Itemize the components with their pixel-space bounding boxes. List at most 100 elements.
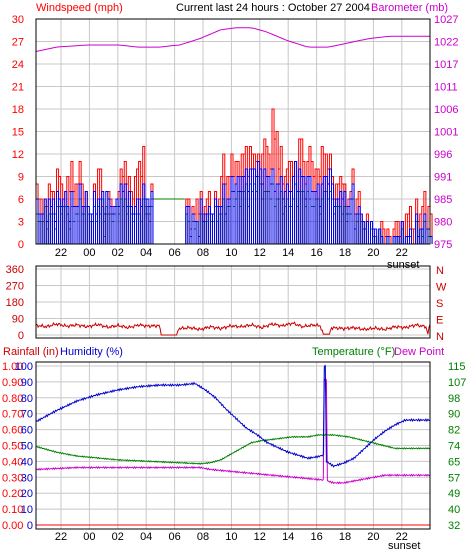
weather-time-tick-label: 02 — [112, 531, 124, 543]
wind-plot-frame — [35, 18, 431, 245]
direction-tick-label: 0 — [18, 330, 24, 342]
rainfall-tick-label: 0.80 — [2, 393, 23, 405]
barometer-axis-title: Barometer (mb) — [371, 2, 448, 14]
windspeed-tick-label: 15 — [12, 127, 24, 139]
barometer-tick-label: 985 — [434, 194, 452, 206]
weather-time-tick-labels: 22 00 02 04 06 08 10 12 14 16 18 20 22 — [55, 531, 408, 543]
temperature-tick-label: 82 — [448, 425, 460, 437]
direction-tick-labels: 0 90 180 270 360 — [6, 264, 24, 342]
weather-grid — [36, 362, 430, 529]
temperature-tick-label: 57 — [448, 472, 460, 484]
humidity-tick-label: 30 — [21, 472, 33, 484]
current-date-title: Current last 24 hours : October 27 2004 — [176, 2, 370, 14]
rainfall-tick-label: 0.40 — [2, 456, 23, 468]
windspeed-tick-label: 9 — [18, 172, 24, 184]
barometer-tick-label: 991 — [434, 172, 452, 184]
windspeed-tick-label: 12 — [12, 149, 24, 161]
rainfall-tick-label: 0.90 — [2, 377, 23, 389]
weather-plot-frame — [35, 361, 431, 530]
weather-time-tick-label: 22 — [396, 531, 408, 543]
weather-time-tick-label: 14 — [282, 531, 294, 543]
direction-tick-label: 360 — [6, 264, 24, 276]
windspeed-axis-title: Windspeed (mph) — [36, 2, 123, 14]
temperature-tick-label: 49 — [448, 488, 460, 500]
p1-avg-bars — [35, 161, 433, 245]
humidity-tick-label: 80 — [21, 393, 33, 405]
rainfall-axis-title: Rainfall (in) — [3, 346, 59, 358]
weather-time-tick-label: 22 — [55, 531, 67, 543]
weather-time-tick-label: 18 — [339, 531, 351, 543]
wind-time-tick-label: 10 — [225, 247, 237, 259]
temperature-tick-label: 107 — [448, 377, 466, 389]
windspeed-tick-labels: 0 3 6 9 12 15 18 21 24 27 30 — [12, 14, 24, 251]
compass-label: N — [436, 331, 444, 343]
wind-time-tick-label: 22 — [396, 247, 408, 259]
wind-direction-line — [35, 321, 431, 336]
barometer-tick-label: 975 — [434, 239, 452, 251]
compass-label: E — [436, 315, 443, 327]
rainfall-tick-label: 0.20 — [2, 488, 23, 500]
barometer-tick-label: 1001 — [434, 127, 458, 139]
compass-label: S — [436, 298, 443, 310]
wind-average-series — [35, 161, 433, 245]
temperature-tick-label: 115 — [448, 361, 466, 373]
windspeed-tick-label: 3 — [18, 217, 24, 229]
windspeed-tick-label: 24 — [12, 59, 24, 71]
temperature-tick-label: 32 — [448, 520, 460, 532]
humidity-tick-label: 90 — [21, 377, 33, 389]
wind-time-tick-label: 08 — [197, 247, 209, 259]
weather-time-tick-label: 06 — [168, 531, 180, 543]
dew-point-line — [35, 377, 431, 485]
temperature-line — [36, 433, 431, 466]
humidity-tick-label: 20 — [21, 488, 33, 500]
wind-time-tick-label: 00 — [83, 247, 95, 259]
rainfall-tick-label: 0.70 — [2, 409, 23, 421]
direction-tick-label: 180 — [6, 297, 24, 309]
barometer-tick-label: 1011 — [434, 82, 458, 94]
weather-time-tick-label: 20 — [367, 531, 379, 543]
wind-time-tick-label: 14 — [282, 247, 294, 259]
rainfall-tick-label: 0.50 — [2, 441, 23, 453]
compass-label: N — [436, 265, 444, 277]
humidity-tick-label: 10 — [21, 504, 33, 516]
humidity-tick-label: 0 — [27, 520, 33, 532]
temperature-tick-labels: 32 40 49 57 65 74 82 90 98 107 115 — [448, 361, 466, 532]
wind-time-tick-label: 22 — [55, 247, 67, 259]
humidity-axis-title: Humidity (%) — [60, 346, 123, 358]
wind-time-tick-labels: 22 00 02 04 06 08 10 12 14 16 18 20 22 — [55, 247, 408, 259]
sunset-label-1: sunset — [387, 259, 419, 271]
humidity-tick-label: 50 — [21, 441, 33, 453]
temperature-tick-label: 90 — [448, 409, 460, 421]
weather-time-tick-label: 10 — [225, 531, 237, 543]
barometer-tick-label: 1022 — [434, 37, 458, 49]
windspeed-tick-label: 0 — [18, 239, 24, 251]
wind-time-tick-label: 20 — [367, 247, 379, 259]
wind-time-tick-label: 12 — [254, 247, 266, 259]
barometer-tick-label: 980 — [434, 217, 452, 229]
wind-time-tick-label: 02 — [112, 247, 124, 259]
rainfall-tick-labels: 0.00 0.10 0.20 0.30 0.40 0.50 0.60 0.70 0.80 0.90… — [2, 361, 23, 532]
temperature-tick-label: 65 — [448, 456, 460, 468]
sunset-label-2: sunset — [388, 540, 420, 551]
direction-plot-frame — [35, 265, 431, 339]
windspeed-tick-label: 27 — [12, 37, 24, 49]
windspeed-tick-label: 21 — [12, 82, 24, 94]
direction-tick-label: 90 — [12, 314, 24, 326]
rainfall-tick-label: 0.00 — [2, 520, 23, 532]
weather-time-tick-label: 08 — [197, 531, 209, 543]
weather-time-tick-label: 04 — [140, 531, 152, 543]
humidity-tick-label: 70 — [21, 409, 33, 421]
windspeed-tick-label: 30 — [12, 14, 24, 26]
direction-tick-label: 270 — [6, 281, 24, 293]
rainfall-tick-label: 0.60 — [2, 425, 23, 437]
barometer-tick-label: 1027 — [434, 14, 458, 26]
wind-time-tick-label: 06 — [168, 247, 180, 259]
rainfall-tick-label: 0.30 — [2, 472, 23, 484]
weather-time-tick-label: 16 — [310, 531, 322, 543]
humidity-tick-label: 60 — [21, 425, 33, 437]
humidity-tick-label: 100 — [15, 361, 33, 373]
wind-time-tick-label: 18 — [339, 247, 351, 259]
